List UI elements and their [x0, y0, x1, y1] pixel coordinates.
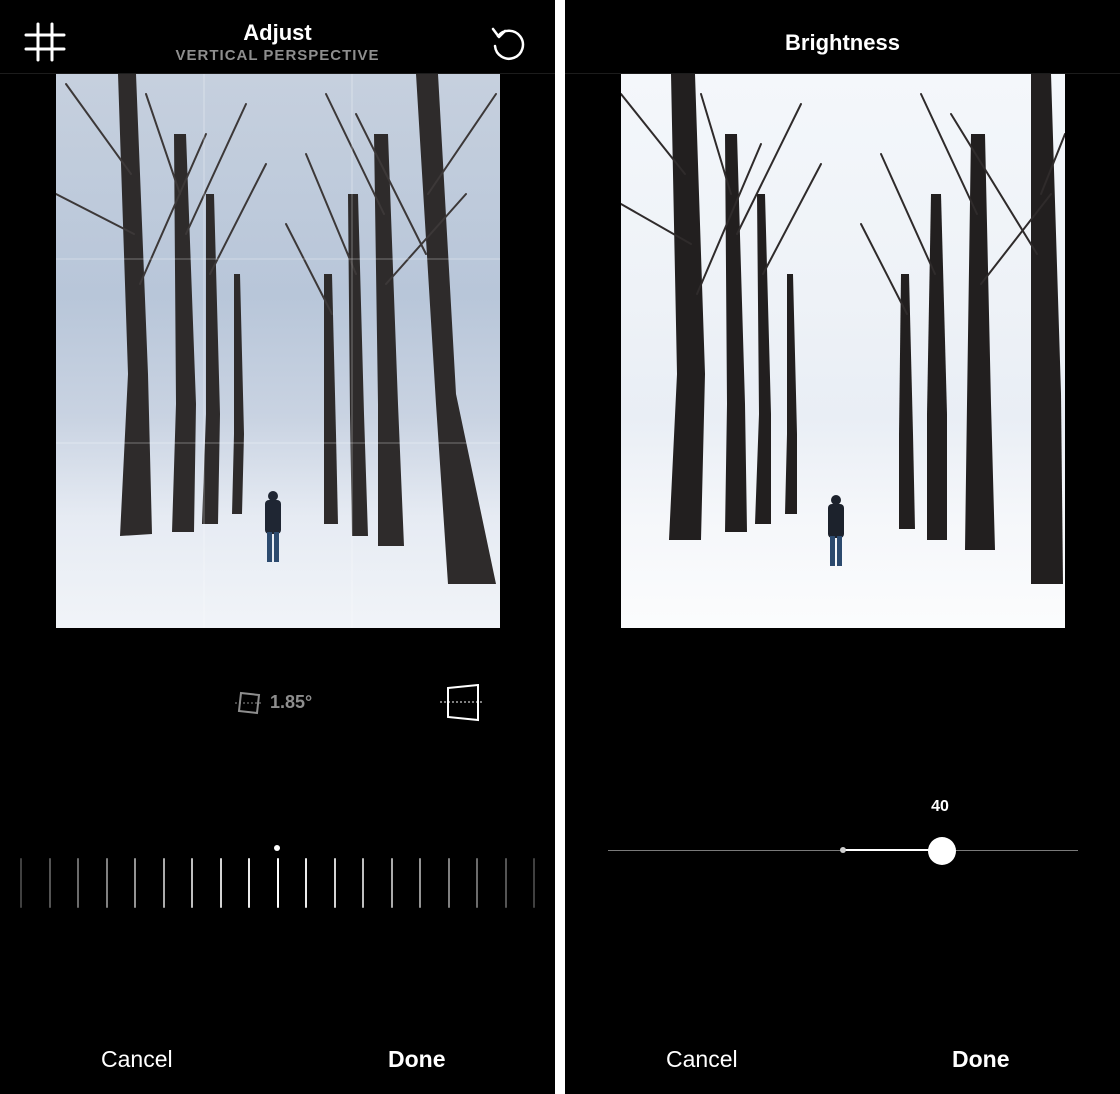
dial-tick — [390, 858, 393, 908]
brightness-slider[interactable] — [608, 837, 1078, 865]
dial-tick — [20, 858, 22, 908]
rotate-reset-icon[interactable] — [490, 24, 528, 62]
slider-value-label: 40 — [931, 798, 949, 815]
photo-preview[interactable] — [621, 74, 1065, 628]
done-button[interactable]: Done — [952, 1046, 1010, 1072]
adjust-screen: Adjust VERTICAL PERSPECTIVE — [0, 0, 555, 1094]
dial-tick — [191, 858, 193, 908]
dial-tick — [362, 858, 364, 908]
cancel-button[interactable]: Cancel — [666, 1046, 738, 1072]
vertical-perspective-icon[interactable] — [235, 690, 263, 716]
dial-tick — [219, 858, 222, 908]
dial-tick — [276, 858, 279, 908]
horizontal-perspective-icon[interactable] — [440, 683, 484, 722]
dial-tick — [48, 858, 51, 908]
grid-icon[interactable] — [24, 22, 66, 62]
page-title: Adjust — [243, 20, 312, 45]
dial-tick — [134, 858, 136, 908]
page-subtitle: VERTICAL PERSPECTIVE — [175, 47, 380, 64]
top-bar: Brightness — [565, 0, 1120, 74]
photo-preview[interactable] — [56, 74, 500, 628]
page-title: Brightness — [785, 30, 900, 55]
dial-center-dot — [274, 845, 280, 851]
dial-tick — [162, 858, 165, 908]
dial-tick — [447, 858, 450, 908]
perspective-value: 1.85° — [270, 692, 313, 712]
dial-tick — [419, 858, 421, 908]
slider-fill — [843, 849, 942, 851]
dial-tick — [533, 858, 535, 908]
dial-tick — [105, 858, 108, 908]
done-button[interactable]: Done — [388, 1046, 446, 1072]
top-bar: Adjust VERTICAL PERSPECTIVE — [0, 0, 555, 74]
dial-tick — [248, 858, 250, 908]
cancel-button[interactable]: Cancel — [101, 1046, 173, 1072]
dial-tick — [77, 858, 79, 908]
dial-tick — [476, 858, 478, 908]
dial-tick — [333, 858, 336, 908]
dial-tick — [305, 858, 307, 908]
slider-thumb[interactable] — [927, 837, 956, 865]
slider-origin-dot — [840, 847, 846, 853]
brightness-screen: Brightness — [565, 0, 1120, 1094]
dial-tick — [504, 858, 507, 908]
